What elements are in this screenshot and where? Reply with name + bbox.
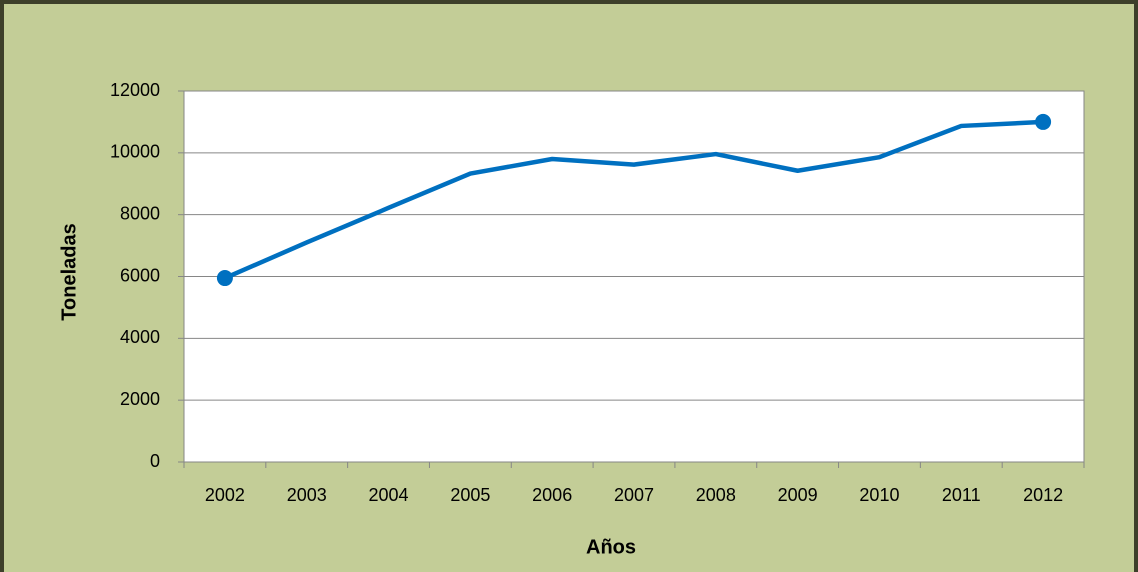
y-tick-label: 2000 (120, 389, 160, 409)
x-tick-label: 2003 (287, 485, 327, 505)
y-tick-label: 0 (150, 451, 160, 471)
x-tick-label: 2009 (778, 485, 818, 505)
x-tick-label: 2006 (532, 485, 572, 505)
x-axis-label: Años (586, 536, 636, 558)
y-tick-label: 10000 (110, 142, 160, 162)
y-tick-label: 4000 (120, 327, 160, 347)
x-tick-label: 2002 (205, 485, 245, 505)
x-tick-label: 2011 (942, 485, 981, 505)
x-tick-label: 2007 (614, 485, 654, 505)
x-tick-label: 2012 (1023, 485, 1063, 505)
y-tick-label: 8000 (120, 203, 160, 223)
y-axis-label: Toneladas (58, 223, 80, 320)
line-series (224, 119, 1044, 281)
x-tick-label: 2008 (696, 485, 736, 505)
x-tick-label: 2005 (450, 485, 490, 505)
y-tick-label: 6000 (120, 265, 160, 285)
x-tick-label: 2010 (859, 485, 899, 505)
line-marker (216, 270, 233, 287)
x-tick-label: 2004 (369, 485, 409, 505)
y-tick-label: 12000 (110, 80, 160, 100)
line-marker (1035, 113, 1052, 130)
